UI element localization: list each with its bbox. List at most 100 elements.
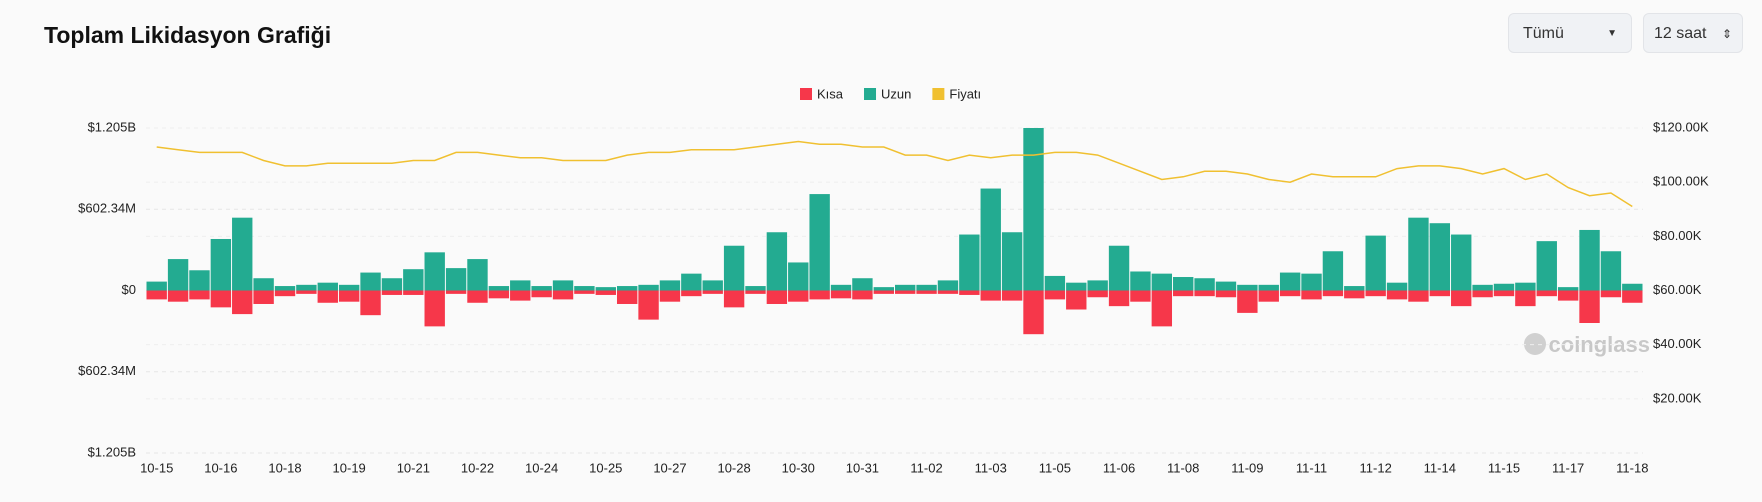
bar	[916, 290, 937, 294]
bar	[1472, 290, 1493, 298]
bar	[232, 217, 253, 291]
bar	[552, 280, 574, 291]
bar	[595, 290, 616, 295]
bar	[1301, 290, 1322, 300]
bar	[1365, 290, 1386, 297]
interval-label: 12 saat	[1654, 25, 1707, 42]
bar	[574, 286, 595, 291]
bar	[595, 287, 616, 291]
interval-dropdown[interactable]: 12 saat ⇕	[1643, 13, 1743, 53]
bar	[1600, 290, 1622, 298]
bar	[1215, 281, 1237, 291]
bar	[702, 280, 723, 291]
bar	[937, 290, 959, 294]
bar	[1429, 290, 1451, 297]
bar	[830, 290, 852, 299]
bar	[980, 188, 1001, 291]
y-tick-label: $1.205B	[88, 444, 136, 459]
bar	[1173, 290, 1194, 297]
bar	[616, 290, 638, 304]
y2-tick-label: $120.00K	[1653, 119, 1709, 134]
bar	[381, 290, 403, 295]
dropdown-arrow: ▼	[1607, 28, 1617, 39]
bar	[1237, 290, 1258, 313]
bar	[895, 284, 916, 291]
bar	[1023, 128, 1044, 291]
bar	[445, 268, 467, 291]
bar	[189, 290, 210, 300]
x-tick-label: 10-25	[589, 460, 622, 475]
bar	[1557, 290, 1579, 301]
bar	[723, 245, 745, 291]
bar	[616, 286, 638, 291]
bar	[1066, 282, 1087, 291]
x-tick-label: 11-14	[1424, 460, 1456, 475]
y2-tick-label: $60.00K	[1653, 282, 1702, 297]
bar	[210, 290, 232, 308]
bar	[1194, 278, 1215, 291]
x-tick-label: 10-28	[717, 460, 750, 475]
bar	[403, 290, 424, 295]
bar	[574, 290, 595, 294]
x-tick-label: 10-15	[140, 460, 173, 475]
page-title: Toplam Likidasyon Grafiği	[44, 22, 332, 48]
filter-dropdown[interactable]: Tümü ▼	[1508, 13, 1632, 53]
bar	[1151, 290, 1173, 327]
bar	[766, 290, 788, 304]
bar	[1001, 290, 1023, 301]
bar	[253, 278, 274, 291]
legend-swatch	[864, 88, 877, 100]
bar	[681, 290, 702, 297]
bar	[1557, 287, 1579, 291]
bar	[1151, 273, 1173, 291]
bar	[1493, 283, 1515, 291]
bar	[959, 234, 980, 291]
bar	[1451, 290, 1472, 307]
x-tick-label: 10-22	[461, 460, 494, 475]
bar	[1130, 290, 1151, 302]
bar	[1622, 283, 1643, 291]
y-tick-label: $602.34M	[78, 201, 136, 216]
bar	[1515, 282, 1536, 291]
x-tick-label: 11-09	[1231, 460, 1263, 475]
bar	[1108, 290, 1130, 307]
bar	[1023, 290, 1044, 335]
bar	[1237, 284, 1258, 291]
y2-tick-label: $80.00K	[1653, 228, 1702, 243]
bar	[1408, 290, 1429, 302]
legend-label: Fiyatı	[949, 86, 981, 101]
dropdown-arrow: ⇕	[1721, 27, 1732, 41]
legend-label: Uzun	[881, 86, 911, 101]
x-tick-label: 10-27	[653, 460, 686, 475]
bar	[1386, 282, 1408, 291]
y-tick-label: $1.205B	[88, 119, 136, 134]
bar	[1087, 280, 1108, 291]
bar	[1493, 290, 1515, 297]
bar	[1322, 290, 1344, 297]
bar	[338, 284, 360, 291]
bar	[1322, 251, 1344, 291]
bar	[1536, 241, 1557, 291]
bar	[424, 290, 445, 327]
bar	[788, 262, 809, 291]
x-tick-label: 11-17	[1552, 460, 1584, 475]
bar	[638, 284, 659, 291]
bar	[1194, 290, 1215, 297]
watermark-icon	[1524, 333, 1546, 355]
x-tick-label: 10-24	[525, 460, 558, 475]
bar	[488, 286, 510, 291]
bar	[1386, 290, 1408, 300]
x-tick-label: 11-08	[1167, 460, 1199, 475]
bar	[1044, 275, 1066, 291]
bar	[1579, 229, 1600, 291]
x-tick-label: 11-03	[975, 460, 1007, 475]
x-tick-label: 11-05	[1039, 460, 1071, 475]
price-line	[156, 140, 1633, 208]
bar	[1344, 290, 1365, 299]
bar	[873, 290, 894, 294]
bar	[1344, 286, 1365, 291]
bar	[638, 290, 659, 320]
bar	[916, 284, 937, 291]
bar	[1130, 271, 1151, 291]
